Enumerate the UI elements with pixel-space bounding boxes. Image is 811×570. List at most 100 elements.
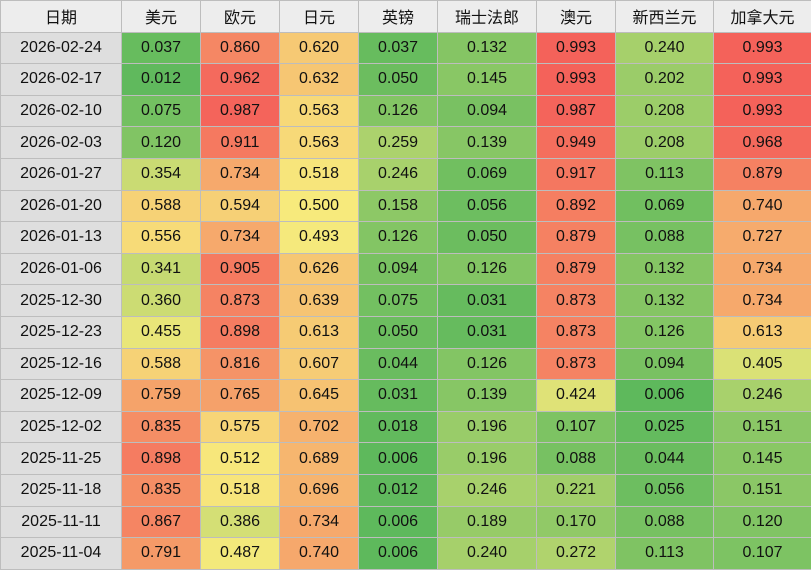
value-cell-gbp: 0.012: [359, 474, 438, 506]
value-cell-eur: 0.518: [201, 474, 280, 506]
value-cell-jpy: 0.689: [280, 443, 359, 475]
value-cell-nzd: 0.113: [616, 538, 714, 570]
value-cell-nzd: 0.208: [616, 95, 714, 127]
value-cell-cad: 0.993: [714, 64, 811, 96]
value-cell-nzd: 0.132: [616, 285, 714, 317]
value-cell-aud: 0.892: [537, 190, 616, 222]
value-cell-eur: 0.734: [201, 158, 280, 190]
value-cell-nzd: 0.088: [616, 506, 714, 538]
value-cell-cad: 0.968: [714, 127, 811, 159]
value-cell-nzd: 0.088: [616, 222, 714, 254]
date-cell: 2026-01-13: [1, 222, 122, 254]
value-cell-usd: 0.556: [122, 222, 201, 254]
value-cell-eur: 0.898: [201, 316, 280, 348]
value-cell-gbp: 0.006: [359, 538, 438, 570]
value-cell-cad: 0.734: [714, 253, 811, 285]
value-cell-usd: 0.867: [122, 506, 201, 538]
value-cell-jpy: 0.607: [280, 348, 359, 380]
value-cell-chf: 0.132: [438, 32, 537, 64]
value-cell-nzd: 0.094: [616, 348, 714, 380]
value-cell-eur: 0.386: [201, 506, 280, 538]
value-cell-chf: 0.031: [438, 285, 537, 317]
value-cell-usd: 0.835: [122, 474, 201, 506]
value-cell-nzd: 0.069: [616, 190, 714, 222]
header-row: 日期 美元 欧元 日元 英镑 瑞士法郎 澳元 新西兰元 加拿大元: [1, 1, 811, 33]
value-cell-gbp: 0.126: [359, 222, 438, 254]
value-cell-cad: 0.145: [714, 443, 811, 475]
value-cell-aud: 0.272: [537, 538, 616, 570]
value-cell-jpy: 0.645: [280, 380, 359, 412]
value-cell-chf: 0.050: [438, 222, 537, 254]
value-cell-chf: 0.126: [438, 253, 537, 285]
value-cell-aud: 0.879: [537, 222, 616, 254]
value-cell-cad: 0.993: [714, 95, 811, 127]
value-cell-aud: 0.221: [537, 474, 616, 506]
date-cell: 2025-12-09: [1, 380, 122, 412]
value-cell-gbp: 0.094: [359, 253, 438, 285]
value-cell-usd: 0.759: [122, 380, 201, 412]
header-date: 日期: [1, 1, 122, 33]
value-cell-chf: 0.240: [438, 538, 537, 570]
value-cell-aud: 0.993: [537, 64, 616, 96]
value-cell-chf: 0.196: [438, 443, 537, 475]
value-cell-nzd: 0.025: [616, 411, 714, 443]
value-cell-eur: 0.816: [201, 348, 280, 380]
date-cell: 2026-02-03: [1, 127, 122, 159]
value-cell-chf: 0.246: [438, 474, 537, 506]
date-cell: 2025-11-11: [1, 506, 122, 538]
header-jpy: 日元: [280, 1, 359, 33]
value-cell-jpy: 0.613: [280, 316, 359, 348]
value-cell-chf: 0.126: [438, 348, 537, 380]
value-cell-eur: 0.594: [201, 190, 280, 222]
value-cell-usd: 0.588: [122, 190, 201, 222]
value-cell-eur: 0.873: [201, 285, 280, 317]
header-nzd: 新西兰元: [616, 1, 714, 33]
value-cell-chf: 0.139: [438, 127, 537, 159]
value-cell-aud: 0.873: [537, 285, 616, 317]
date-cell: 2026-01-27: [1, 158, 122, 190]
value-cell-gbp: 0.037: [359, 32, 438, 64]
value-cell-cad: 0.734: [714, 285, 811, 317]
value-cell-jpy: 0.702: [280, 411, 359, 443]
value-cell-nzd: 0.126: [616, 316, 714, 348]
date-cell: 2025-12-02: [1, 411, 122, 443]
value-cell-nzd: 0.113: [616, 158, 714, 190]
value-cell-usd: 0.341: [122, 253, 201, 285]
value-cell-aud: 0.879: [537, 253, 616, 285]
value-cell-usd: 0.037: [122, 32, 201, 64]
value-cell-gbp: 0.044: [359, 348, 438, 380]
value-cell-nzd: 0.056: [616, 474, 714, 506]
date-cell: 2026-01-06: [1, 253, 122, 285]
date-cell: 2025-12-23: [1, 316, 122, 348]
value-cell-cad: 0.107: [714, 538, 811, 570]
value-cell-jpy: 0.500: [280, 190, 359, 222]
value-cell-nzd: 0.208: [616, 127, 714, 159]
value-cell-eur: 0.911: [201, 127, 280, 159]
value-cell-aud: 0.993: [537, 32, 616, 64]
value-cell-usd: 0.075: [122, 95, 201, 127]
value-cell-chf: 0.189: [438, 506, 537, 538]
value-cell-cad: 0.405: [714, 348, 811, 380]
value-cell-jpy: 0.740: [280, 538, 359, 570]
value-cell-cad: 0.993: [714, 32, 811, 64]
value-cell-gbp: 0.006: [359, 506, 438, 538]
value-cell-nzd: 0.006: [616, 380, 714, 412]
value-cell-cad: 0.740: [714, 190, 811, 222]
table-header: 日期 美元 欧元 日元 英镑 瑞士法郎 澳元 新西兰元 加拿大元: [1, 1, 811, 33]
value-cell-usd: 0.791: [122, 538, 201, 570]
value-cell-usd: 0.012: [122, 64, 201, 96]
value-cell-usd: 0.120: [122, 127, 201, 159]
value-cell-eur: 0.905: [201, 253, 280, 285]
value-cell-nzd: 0.044: [616, 443, 714, 475]
value-cell-gbp: 0.050: [359, 316, 438, 348]
value-cell-chf: 0.196: [438, 411, 537, 443]
